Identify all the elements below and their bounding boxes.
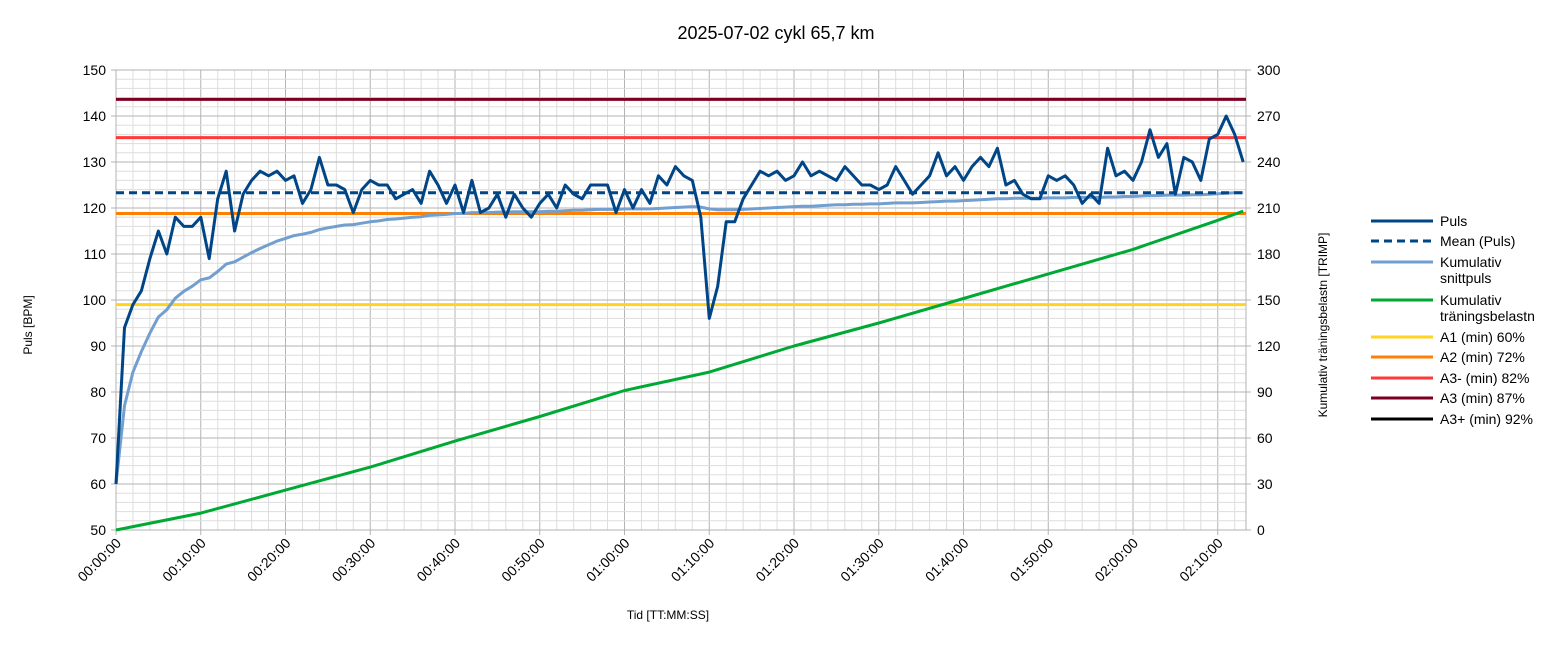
y2-tick-label: 240: [1257, 154, 1281, 170]
y2-tick-label: 30: [1257, 476, 1273, 492]
y2-tick-label: 150: [1257, 292, 1281, 308]
y-tick-label: 70: [90, 430, 106, 446]
x-tick-label: 01:10:00: [668, 535, 718, 585]
legend-label: A3- (min) 82%: [1440, 370, 1529, 386]
legend-label: snittpuls: [1440, 270, 1491, 286]
legend-label: Puls: [1440, 213, 1467, 229]
legend-label: Kumulativ: [1440, 292, 1501, 308]
x-tick-label: 01:50:00: [1007, 535, 1057, 585]
y2-tick-label: 300: [1257, 62, 1281, 78]
legend-label: A3 (min) 87%: [1440, 390, 1525, 406]
legend-label: A1 (min) 60%: [1440, 329, 1525, 345]
y-tick-label: 100: [83, 292, 107, 308]
legend-item: Mean (Puls): [1371, 233, 1515, 249]
y-tick-label: 60: [90, 476, 106, 492]
y-tick-label: 140: [83, 108, 107, 124]
y2-tick-label: 270: [1257, 108, 1281, 124]
x-tick-label: 02:00:00: [1091, 535, 1141, 585]
x-tick-label: 00:20:00: [244, 535, 294, 585]
legend-item: A1 (min) 60%: [1371, 329, 1525, 345]
plot-frame: [111, 69, 1251, 535]
x-tick-label: 01:40:00: [922, 535, 972, 585]
legend-item: A3 (min) 87%: [1371, 390, 1525, 406]
series-line-kumulativ-snittpuls: [114, 191, 1244, 485]
legend-item: Puls: [1371, 213, 1467, 229]
x-tick-label: 00:30:00: [329, 535, 379, 585]
y2-tick-label: 60: [1257, 430, 1273, 446]
legend-label: A3+ (min) 92%: [1440, 411, 1533, 427]
legend-label: Kumulativ: [1440, 254, 1501, 270]
x-tick-label: 02:10:00: [1176, 535, 1226, 585]
y2-tick-label: 210: [1257, 200, 1281, 216]
legend-label: Mean (Puls): [1440, 233, 1515, 249]
x-tick-label: 00:40:00: [413, 535, 463, 585]
legend-label: A2 (min) 72%: [1440, 349, 1525, 365]
y2-tick-label: 0: [1257, 522, 1265, 538]
y-tick-label: 150: [83, 62, 107, 78]
x-tick-label: 01:20:00: [752, 535, 802, 585]
x-tick-label: 01:30:00: [837, 535, 887, 585]
y2-tick-label: 90: [1257, 384, 1273, 400]
x-tick-label: 00:00:00: [74, 535, 124, 585]
y2-axis-title: Kumulativ träningsbelastn [TRIMP]: [1316, 233, 1330, 418]
y-tick-label: 90: [90, 338, 106, 354]
series-layer: [114, 97, 1246, 532]
y-tick-label: 130: [83, 154, 107, 170]
chart-title: 2025-07-02 cykl 65,7 km: [677, 23, 874, 43]
axis-tick-labels: 50 60 70 80 90 100 110 120 130 140 150 0 30 60 90 120 15…: [74, 62, 1280, 585]
y-tick-label: 120: [83, 200, 107, 216]
legend-label: träningsbelastn: [1440, 308, 1535, 324]
y-tick-label: 50: [90, 522, 106, 538]
y-tick-label: 110: [84, 246, 107, 262]
legend-item: A2 (min) 72%: [1371, 349, 1525, 365]
x-tick-label: 00:10:00: [159, 535, 209, 585]
x-tick-label: 01:00:00: [583, 535, 633, 585]
y2-tick-label: 180: [1257, 246, 1281, 262]
x-axis-title: Tid [TT:MM:SS]: [627, 608, 709, 622]
series-line-kumulativ-träningsbelastn: [115, 209, 1244, 532]
legend-item: A3+ (min) 92%: [1371, 411, 1533, 427]
series-line-puls: [114, 114, 1245, 485]
y-tick-label: 80: [90, 384, 106, 400]
x-tick-label: 00:50:00: [498, 535, 548, 585]
legend-item: A3- (min) 82%: [1371, 370, 1529, 386]
y2-tick-label: 120: [1257, 338, 1281, 354]
y-axis-title: Puls [BPM]: [21, 295, 35, 354]
